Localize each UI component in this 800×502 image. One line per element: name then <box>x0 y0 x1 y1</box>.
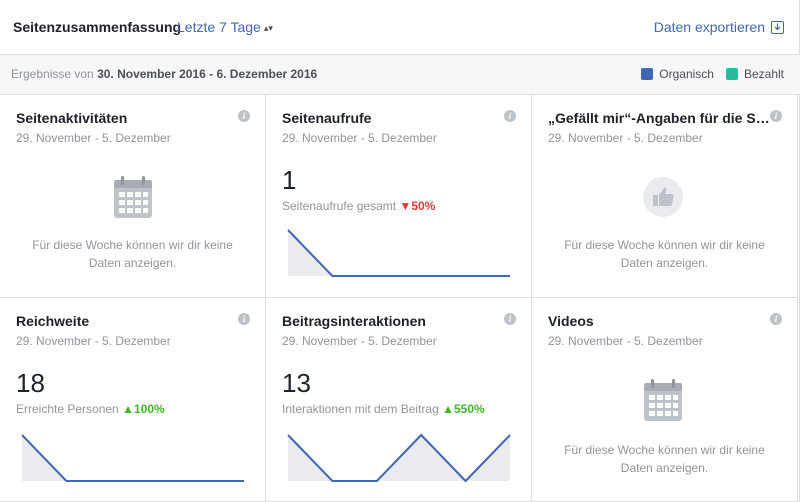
thumbs-up-icon <box>643 177 683 217</box>
empty-state-text: Für diese Woche können wir dir keine Dat… <box>564 238 765 270</box>
legend-label-organic: Organisch <box>659 67 714 81</box>
trend-up-icon: ▲ <box>122 402 134 416</box>
metric-value: 1 <box>282 165 297 195</box>
sparkline-line <box>21 434 244 482</box>
legend-label-paid: Bezahlt <box>743 67 784 81</box>
info-icon[interactable]: i <box>238 110 250 122</box>
card-page-views[interactable]: Seitenaufrufe 29. November - 5. Dezember… <box>266 95 532 298</box>
card-title: „Gefällt mir“-Angaben für die Seite <box>548 110 770 126</box>
metric-label: Erreichte Personen <box>16 402 119 416</box>
trend-down-icon: ▼ <box>399 199 412 213</box>
metric-value: 18 <box>16 368 45 398</box>
summary-header: Seitenzusammenfassung Letzte 7 Tage ▴▾ Da… <box>0 0 800 55</box>
results-range-text: Ergebnisse von 30. November 2016 - 6. De… <box>11 67 317 81</box>
metric-subline: Interaktionen mit dem Beitrag ▲550% <box>282 402 485 416</box>
results-range: 30. November 2016 - 6. Dezember 2016 <box>97 67 318 81</box>
metric-label: Seitenaufrufe gesamt <box>282 199 397 213</box>
card-title: Seitenaufrufe <box>282 110 372 126</box>
card-reach[interactable]: Reichweite 29. November - 5. Dezember i … <box>0 298 266 502</box>
metric-value: 13 <box>282 368 311 398</box>
card-title: Reichweite <box>16 313 90 329</box>
card-post-engagement[interactable]: Beitragsinteraktionen 29. November - 5. … <box>266 298 532 502</box>
card-date: 29. November - 5. Dezember <box>16 131 171 145</box>
card-date: 29. November - 5. Dezember <box>548 334 703 348</box>
metric-change: 550% <box>453 402 485 416</box>
card-page-activity[interactable]: Seitenaktivitäten 29. November - 5. Deze… <box>0 95 266 298</box>
export-data-link[interactable]: Daten exportieren <box>654 19 784 35</box>
legend-swatch-paid <box>725 68 738 80</box>
card-title: Seitenaktivitäten <box>16 110 128 126</box>
legend-item-paid: Bezahlt <box>725 67 784 81</box>
download-icon <box>771 20 784 34</box>
metric-label: Interaktionen mit dem Beitrag <box>282 402 439 416</box>
sort-caret-icon: ▴▾ <box>263 23 273 33</box>
card-date: 29. November - 5. Dezember <box>282 131 437 145</box>
calendar-icon <box>644 379 682 421</box>
info-icon[interactable]: i <box>770 110 782 122</box>
card-date: 29. November - 5. Dezember <box>282 334 437 348</box>
metric-subline: Erreichte Personen ▲100% <box>16 402 165 416</box>
page-title: Seitenzusammenfassung <box>13 19 182 35</box>
date-range-label: Letzte 7 Tage <box>177 19 261 35</box>
legend-item-organic: Organisch <box>641 67 714 81</box>
card-date: 29. November - 5. Dezember <box>16 334 171 348</box>
sparkline-chart <box>287 433 511 483</box>
info-icon[interactable]: i <box>770 313 782 325</box>
sparkline-line <box>287 433 511 483</box>
info-icon[interactable]: i <box>504 110 516 122</box>
empty-state-text: Für diese Woche können wir dir keine Dat… <box>564 443 765 475</box>
card-title: Beitragsinteraktionen <box>282 313 426 329</box>
export-label: Daten exportieren <box>653 19 765 35</box>
date-range-dropdown[interactable]: Letzte 7 Tage ▴▾ <box>177 19 273 35</box>
results-prefix: Ergebnisse von <box>11 67 94 81</box>
card-date: 29. November - 5. Dezember <box>548 131 703 145</box>
card-title: Videos <box>548 313 594 329</box>
sparkline-line <box>287 229 510 277</box>
sparkline-chart <box>287 229 510 277</box>
sparkline-area <box>288 230 510 276</box>
card-videos[interactable]: Videos 29. November - 5. Dezember i Für … <box>532 298 798 502</box>
legend-swatch-organic <box>641 68 654 80</box>
metric-change: 100% <box>133 402 165 416</box>
sparkline-area <box>22 435 244 481</box>
trend-up-icon: ▲ <box>442 402 454 416</box>
card-page-likes[interactable]: „Gefällt mir“-Angaben für die Seite 29. … <box>532 95 798 298</box>
metric-change: 50% <box>411 199 436 213</box>
info-icon[interactable]: i <box>504 313 516 325</box>
legend: Organisch Bezahlt <box>629 67 784 81</box>
empty-state-text: Für diese Woche können wir dir keine Dat… <box>32 238 233 270</box>
info-icon[interactable]: i <box>238 313 250 325</box>
metric-subline: Seitenaufrufe gesamt ▼50% <box>282 199 435 213</box>
results-bar: Ergebnisse von 30. November 2016 - 6. De… <box>0 55 800 95</box>
calendar-icon <box>114 176 152 218</box>
sparkline-chart <box>21 434 244 482</box>
